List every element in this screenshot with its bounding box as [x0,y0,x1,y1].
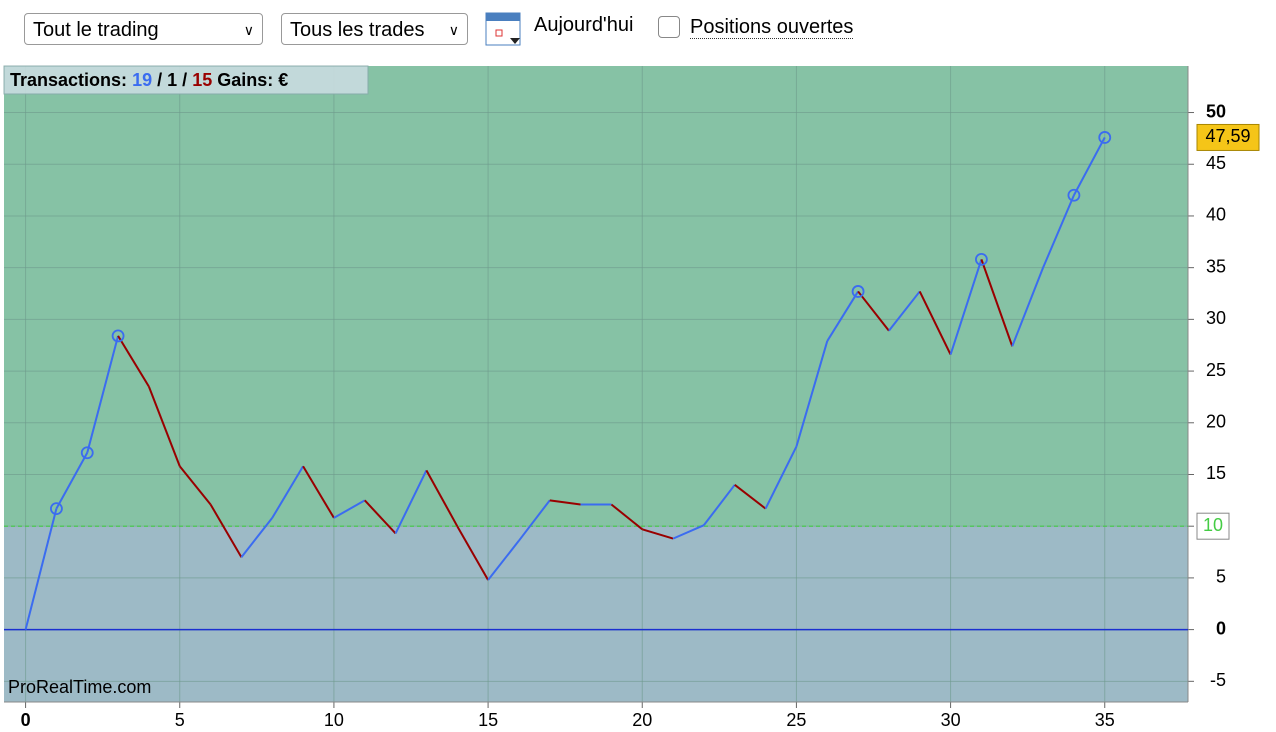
line-segment [456,525,489,581]
calendar-icon[interactable] [484,10,524,48]
high-marker [1098,131,1112,144]
today-button[interactable]: Aujourd'hui [534,14,634,36]
line-segment [1073,136,1106,196]
x-tick-label: 10 [324,710,344,730]
header-part: Transactions: [10,70,127,90]
high-marker [111,329,125,343]
line-segment [1011,267,1045,347]
line-segment [795,340,829,447]
area-below [4,526,1188,702]
line-segment [641,528,674,540]
line-segment [394,469,428,534]
line-segment [980,259,1014,347]
header-part: Gains: € [217,70,288,90]
line-segment [240,517,274,558]
line-segment [24,508,58,630]
line-segment [734,484,767,510]
y-tick-label: 40 [1206,205,1226,225]
line-segment [949,259,983,355]
header-part: 15 [192,70,212,90]
y-tick-label: 30 [1206,308,1226,328]
y-tick-label: 0 [1216,618,1226,638]
line-segment [888,290,921,332]
open-positions-label[interactable]: Positions ouvertes [690,16,854,39]
y-tick-label: 5 [1216,567,1226,587]
line-segment [610,503,643,531]
line-segment [178,465,212,506]
header: Transactions: 19 / 1 / 15 Gains: € [10,70,288,90]
trades-select[interactable]: Tous les trades ∨ [281,13,468,45]
current-value-label: 47,59 [1205,126,1250,146]
select-text: Tout le trading [33,19,159,41]
header-part: / [182,70,187,90]
trading-select[interactable]: Tout le trading ∨ [24,13,263,45]
y-tick-label: -5 [1210,670,1226,690]
line-segment [271,465,304,519]
line-segment [549,499,581,506]
line-segment [55,452,89,510]
header-part: 1 [167,70,177,90]
line-segment [425,469,459,527]
line-segment [333,499,366,519]
line-segment [487,540,520,581]
x-tick-label: 25 [786,710,806,730]
y-tick-label: 20 [1206,412,1226,432]
x-tick-label: 35 [1095,710,1115,730]
y-tick-label: 35 [1206,256,1226,276]
y-tick-label: 50 [1206,101,1226,121]
line-segment [86,335,120,454]
line-segment [764,446,798,510]
header-box [3,65,369,95]
line-segment [857,290,890,332]
high-marker [975,252,988,266]
area-above [4,66,1188,527]
high-marker [1067,188,1081,202]
line-segment [117,335,150,388]
x-tick-label: 5 [175,710,185,730]
line-segment [302,465,335,519]
header-part: 19 [132,70,152,90]
x-tick-label: 30 [941,710,961,730]
select-text: Tous les trades [290,19,425,41]
threshold-label: 10 [1203,515,1223,535]
x-tick-label: 20 [632,710,652,730]
line-segment [826,290,859,342]
line-segment [518,499,551,542]
chevron: ∨ [243,22,254,38]
line-segment [672,524,705,540]
high-marker [851,285,865,298]
y-tick-label: 45 [1206,153,1226,173]
line-segment [364,499,397,535]
line-segment [209,503,243,558]
high-marker [50,502,63,516]
line-segment [1042,194,1075,269]
line-segment [703,484,736,526]
x-tick-label: 15 [478,710,498,730]
y-tick-label: 25 [1206,360,1226,380]
line-segment [918,291,952,355]
current-value-box [1196,123,1260,151]
header-part: / [157,70,162,90]
line-segment [147,386,181,467]
watermark: ProRealTime.com [8,677,151,697]
high-marker [80,446,94,460]
checkbox[interactable] [658,16,680,38]
y-tick-label: 15 [1206,463,1226,483]
threshold-box [1196,512,1230,540]
chevron: ∨ [448,22,459,38]
x-tick-label: 0 [21,710,31,730]
